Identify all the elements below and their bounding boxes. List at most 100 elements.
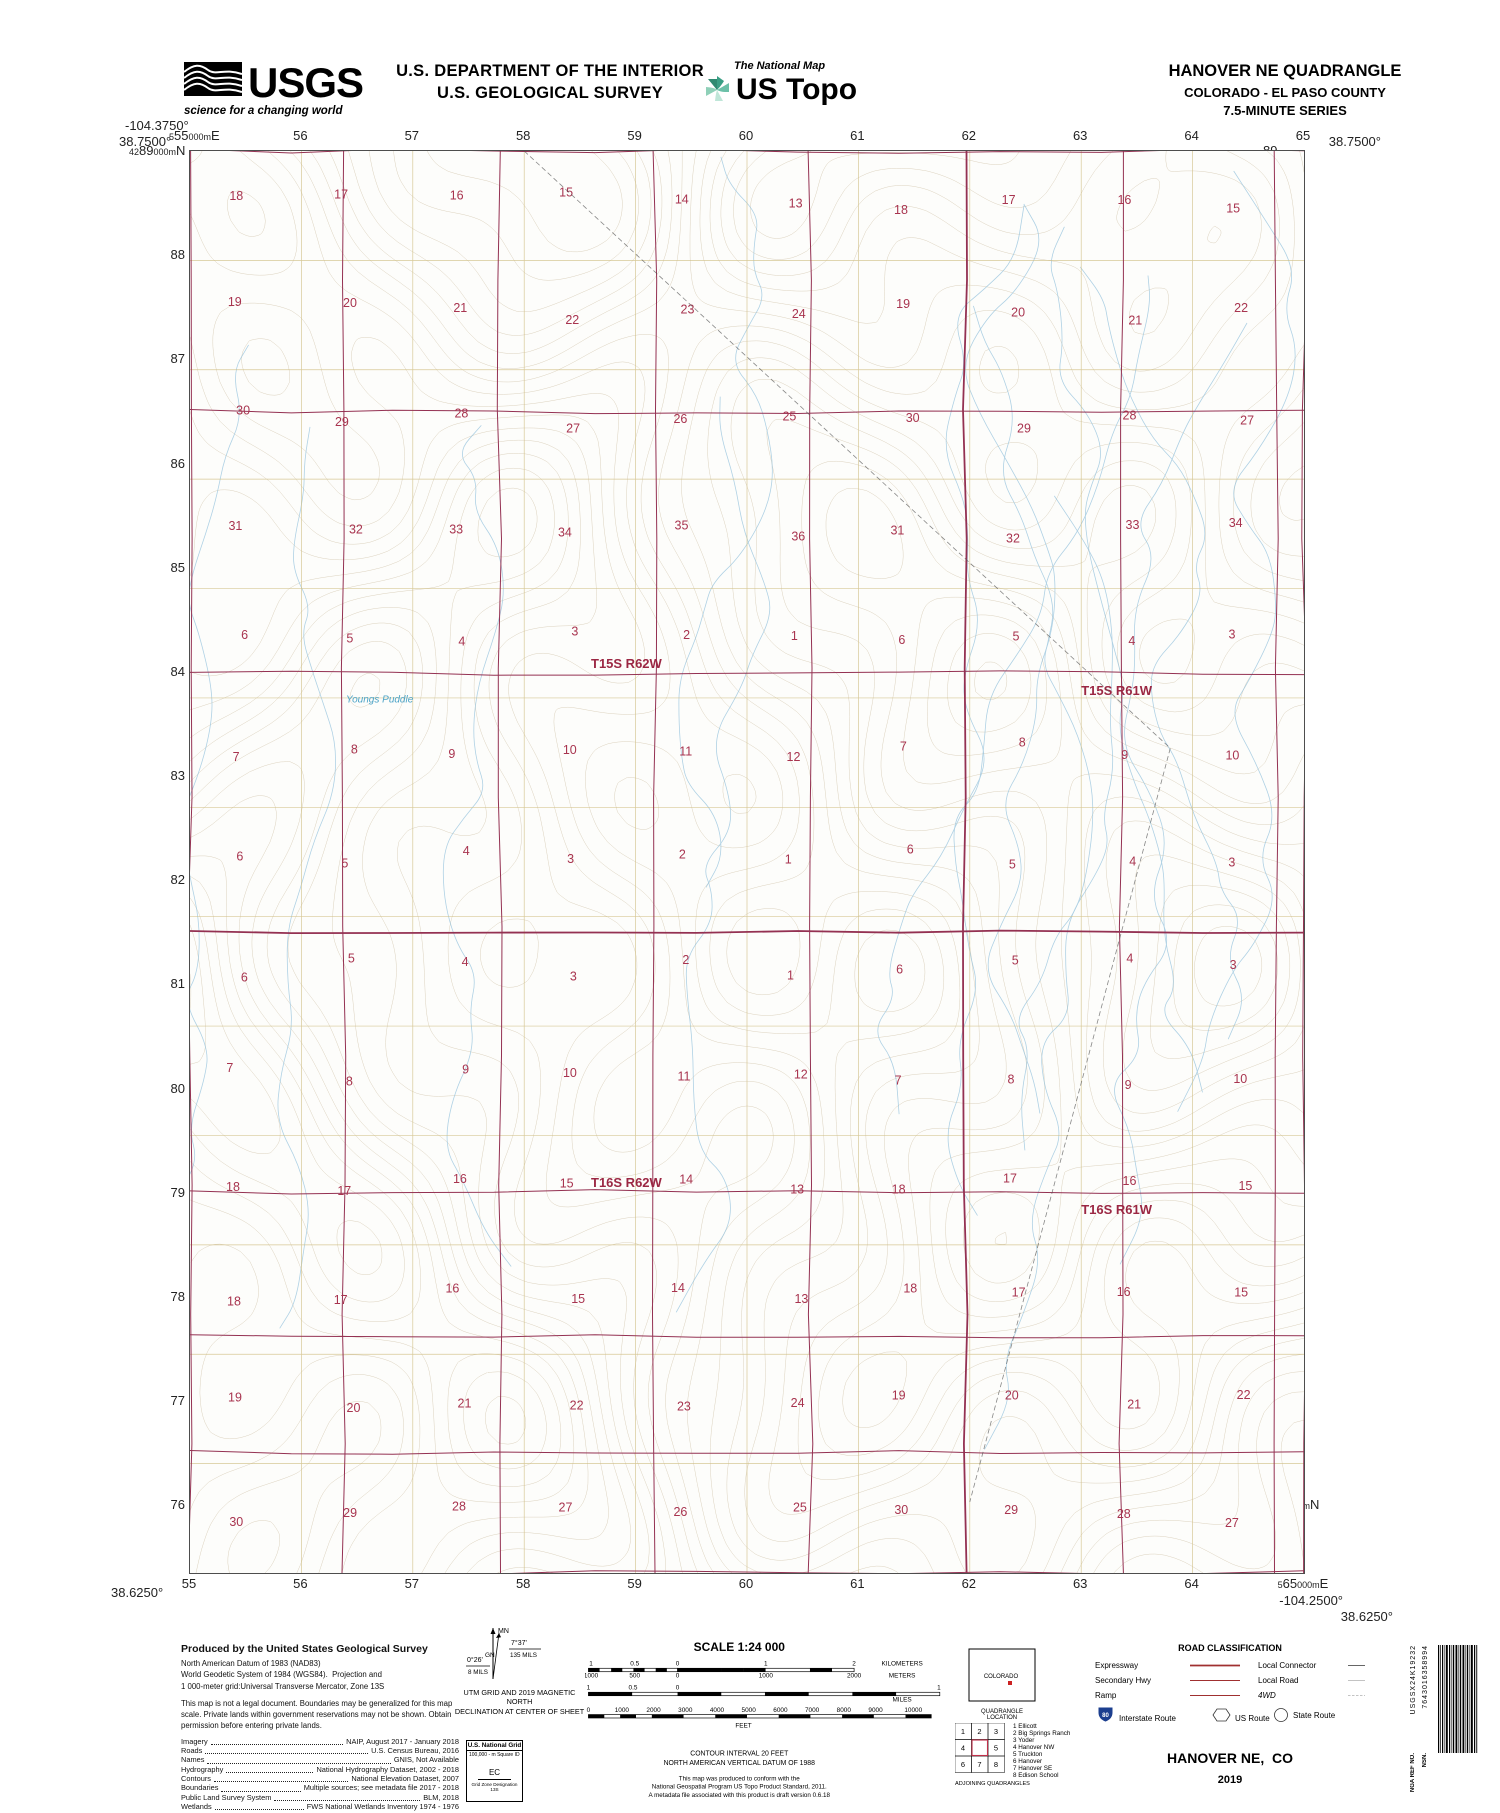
svg-text:Ramp: Ramp <box>1095 1691 1117 1700</box>
svg-text:7: 7 <box>226 1061 233 1075</box>
svg-text:21: 21 <box>1127 1398 1141 1412</box>
svg-text:1000: 1000 <box>759 1673 774 1680</box>
svg-text:16: 16 <box>1123 1174 1137 1188</box>
svg-text:2: 2 <box>977 1727 981 1736</box>
svg-text:11: 11 <box>679 744 692 758</box>
svg-text:21: 21 <box>1128 313 1142 327</box>
svg-text:10: 10 <box>563 1066 577 1080</box>
svg-text:5: 5 <box>346 632 353 646</box>
svg-text:26: 26 <box>673 1505 687 1519</box>
svg-text:COLORADO: COLORADO <box>984 1674 1019 1680</box>
svg-text:17: 17 <box>334 187 348 201</box>
svg-text:28: 28 <box>1117 1507 1131 1521</box>
svg-text:17: 17 <box>1002 193 1016 207</box>
svg-text:Local Road: Local Road <box>1258 1676 1298 1685</box>
svg-text:Secondary Hwy: Secondary Hwy <box>1095 1676 1151 1685</box>
svg-text:17: 17 <box>1003 1172 1017 1186</box>
svg-text:35: 35 <box>675 519 689 533</box>
svg-text:0: 0 <box>676 1661 680 1668</box>
svg-text:22: 22 <box>565 313 579 327</box>
svg-text:10: 10 <box>1225 748 1239 762</box>
svg-text:17: 17 <box>1012 1286 1026 1300</box>
svg-text:14: 14 <box>679 1173 693 1187</box>
svg-text:30: 30 <box>906 411 920 425</box>
svg-text:18: 18 <box>892 1183 906 1197</box>
svg-text:34: 34 <box>1229 516 1243 530</box>
svg-text:9: 9 <box>448 747 455 761</box>
svg-text:33: 33 <box>449 522 463 536</box>
svg-text:15: 15 <box>1238 1179 1252 1193</box>
svg-text:23: 23 <box>677 1399 691 1413</box>
svg-text:18: 18 <box>227 1295 241 1309</box>
svg-text:13: 13 <box>789 197 803 211</box>
svg-text:8: 8 <box>1019 736 1026 750</box>
svg-text:Expressway: Expressway <box>1095 1661 1138 1670</box>
svg-text:6000: 6000 <box>773 1707 788 1714</box>
svg-text:16: 16 <box>1117 1285 1131 1299</box>
svg-text:30: 30 <box>236 404 250 418</box>
svg-text:13: 13 <box>794 1292 808 1306</box>
svg-text:32: 32 <box>349 523 363 537</box>
svg-text:2: 2 <box>679 848 686 862</box>
svg-text:16: 16 <box>453 1172 467 1186</box>
svg-text:17: 17 <box>334 1293 348 1307</box>
svg-text:28: 28 <box>452 1499 466 1513</box>
svg-text:7: 7 <box>895 1074 902 1088</box>
svg-text:7: 7 <box>900 740 907 754</box>
svg-text:16: 16 <box>1117 193 1131 207</box>
svg-text:14: 14 <box>675 192 689 206</box>
svg-text:5: 5 <box>341 857 348 871</box>
svg-text:30: 30 <box>894 1503 908 1517</box>
svg-text:4: 4 <box>1126 951 1133 965</box>
svg-text:6: 6 <box>907 842 914 856</box>
svg-text:METERS: METERS <box>889 1673 916 1680</box>
svg-text:1000: 1000 <box>585 1673 599 1680</box>
svg-text:14: 14 <box>671 1281 685 1295</box>
svg-text:24: 24 <box>791 1396 805 1410</box>
svg-text:3: 3 <box>570 969 577 983</box>
svg-text:8: 8 <box>346 1075 353 1089</box>
svg-text:3: 3 <box>567 852 574 866</box>
svg-text:2: 2 <box>852 1661 856 1668</box>
svg-text:Interstate Route: Interstate Route <box>1119 1714 1176 1723</box>
svg-text:2000: 2000 <box>646 1707 661 1714</box>
svg-text:10: 10 <box>563 743 577 757</box>
svg-text:24: 24 <box>792 307 806 321</box>
svg-text:7: 7 <box>977 1760 981 1769</box>
svg-text:19: 19 <box>228 295 242 309</box>
svg-text:3: 3 <box>1228 856 1235 870</box>
svg-text:6: 6 <box>898 633 905 647</box>
svg-text:135 MILS: 135 MILS <box>510 1652 537 1659</box>
svg-text:23: 23 <box>681 303 695 317</box>
svg-text:3: 3 <box>1229 627 1236 641</box>
svg-text:32: 32 <box>1006 532 1020 546</box>
svg-text:13: 13 <box>790 1182 804 1196</box>
svg-text:22: 22 <box>1234 301 1248 315</box>
svg-text:27: 27 <box>559 1501 573 1515</box>
svg-text:1: 1 <box>589 1661 593 1668</box>
svg-text:State Route: State Route <box>1293 1711 1336 1720</box>
svg-text:7000: 7000 <box>805 1707 820 1714</box>
svg-text:3000: 3000 <box>678 1707 693 1714</box>
svg-text:4000: 4000 <box>710 1707 725 1714</box>
svg-text:6: 6 <box>241 628 248 642</box>
svg-text:8000: 8000 <box>837 1707 852 1714</box>
svg-text:19: 19 <box>892 1389 906 1403</box>
svg-text:4: 4 <box>458 634 465 648</box>
svg-text:2: 2 <box>682 953 689 967</box>
svg-text:0: 0 <box>587 1707 591 1714</box>
svg-text:T16S R61W: T16S R61W <box>1081 1202 1153 1217</box>
svg-text:10000: 10000 <box>904 1707 922 1714</box>
svg-text:0°26': 0°26' <box>467 1656 483 1664</box>
svg-text:10: 10 <box>1233 1072 1247 1086</box>
svg-text:15: 15 <box>560 1177 574 1191</box>
svg-text:6: 6 <box>241 970 248 984</box>
svg-text:31: 31 <box>228 519 242 533</box>
svg-text:US Route: US Route <box>1235 1714 1270 1723</box>
svg-text:9000: 9000 <box>868 1707 883 1714</box>
svg-text:5: 5 <box>1013 630 1020 644</box>
svg-text:21: 21 <box>453 301 467 315</box>
svg-text:30: 30 <box>229 1515 243 1529</box>
svg-text:18: 18 <box>903 1281 917 1295</box>
svg-text:26: 26 <box>673 412 687 426</box>
